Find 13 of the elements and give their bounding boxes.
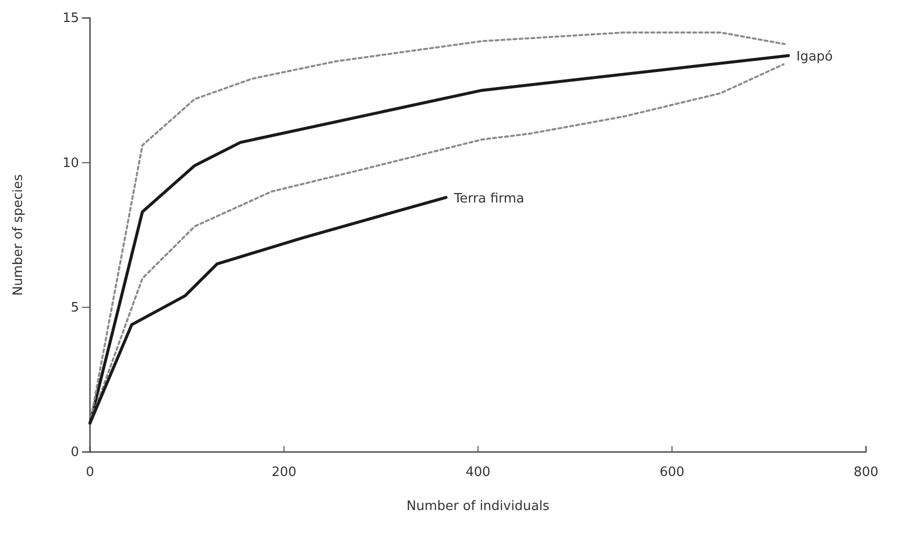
- x-tick-label: 600: [660, 464, 684, 480]
- y-tick-label: 5: [70, 300, 79, 316]
- x-tick-label: 200: [272, 464, 296, 480]
- y-axis-title: Number of species: [11, 174, 26, 296]
- y-tick-label: 15: [62, 11, 79, 26]
- x-axis-title: Number of individuals: [406, 499, 550, 514]
- y-tick-label: 0: [70, 445, 79, 460]
- x-tick-label: 400: [466, 464, 490, 480]
- series-label: Igapó: [796, 50, 833, 65]
- x-tick-label: 800: [854, 464, 878, 480]
- series-label: Terra firma: [452, 191, 524, 206]
- y-tick-label: 10: [62, 156, 79, 171]
- x-tick-label: 0: [86, 464, 94, 480]
